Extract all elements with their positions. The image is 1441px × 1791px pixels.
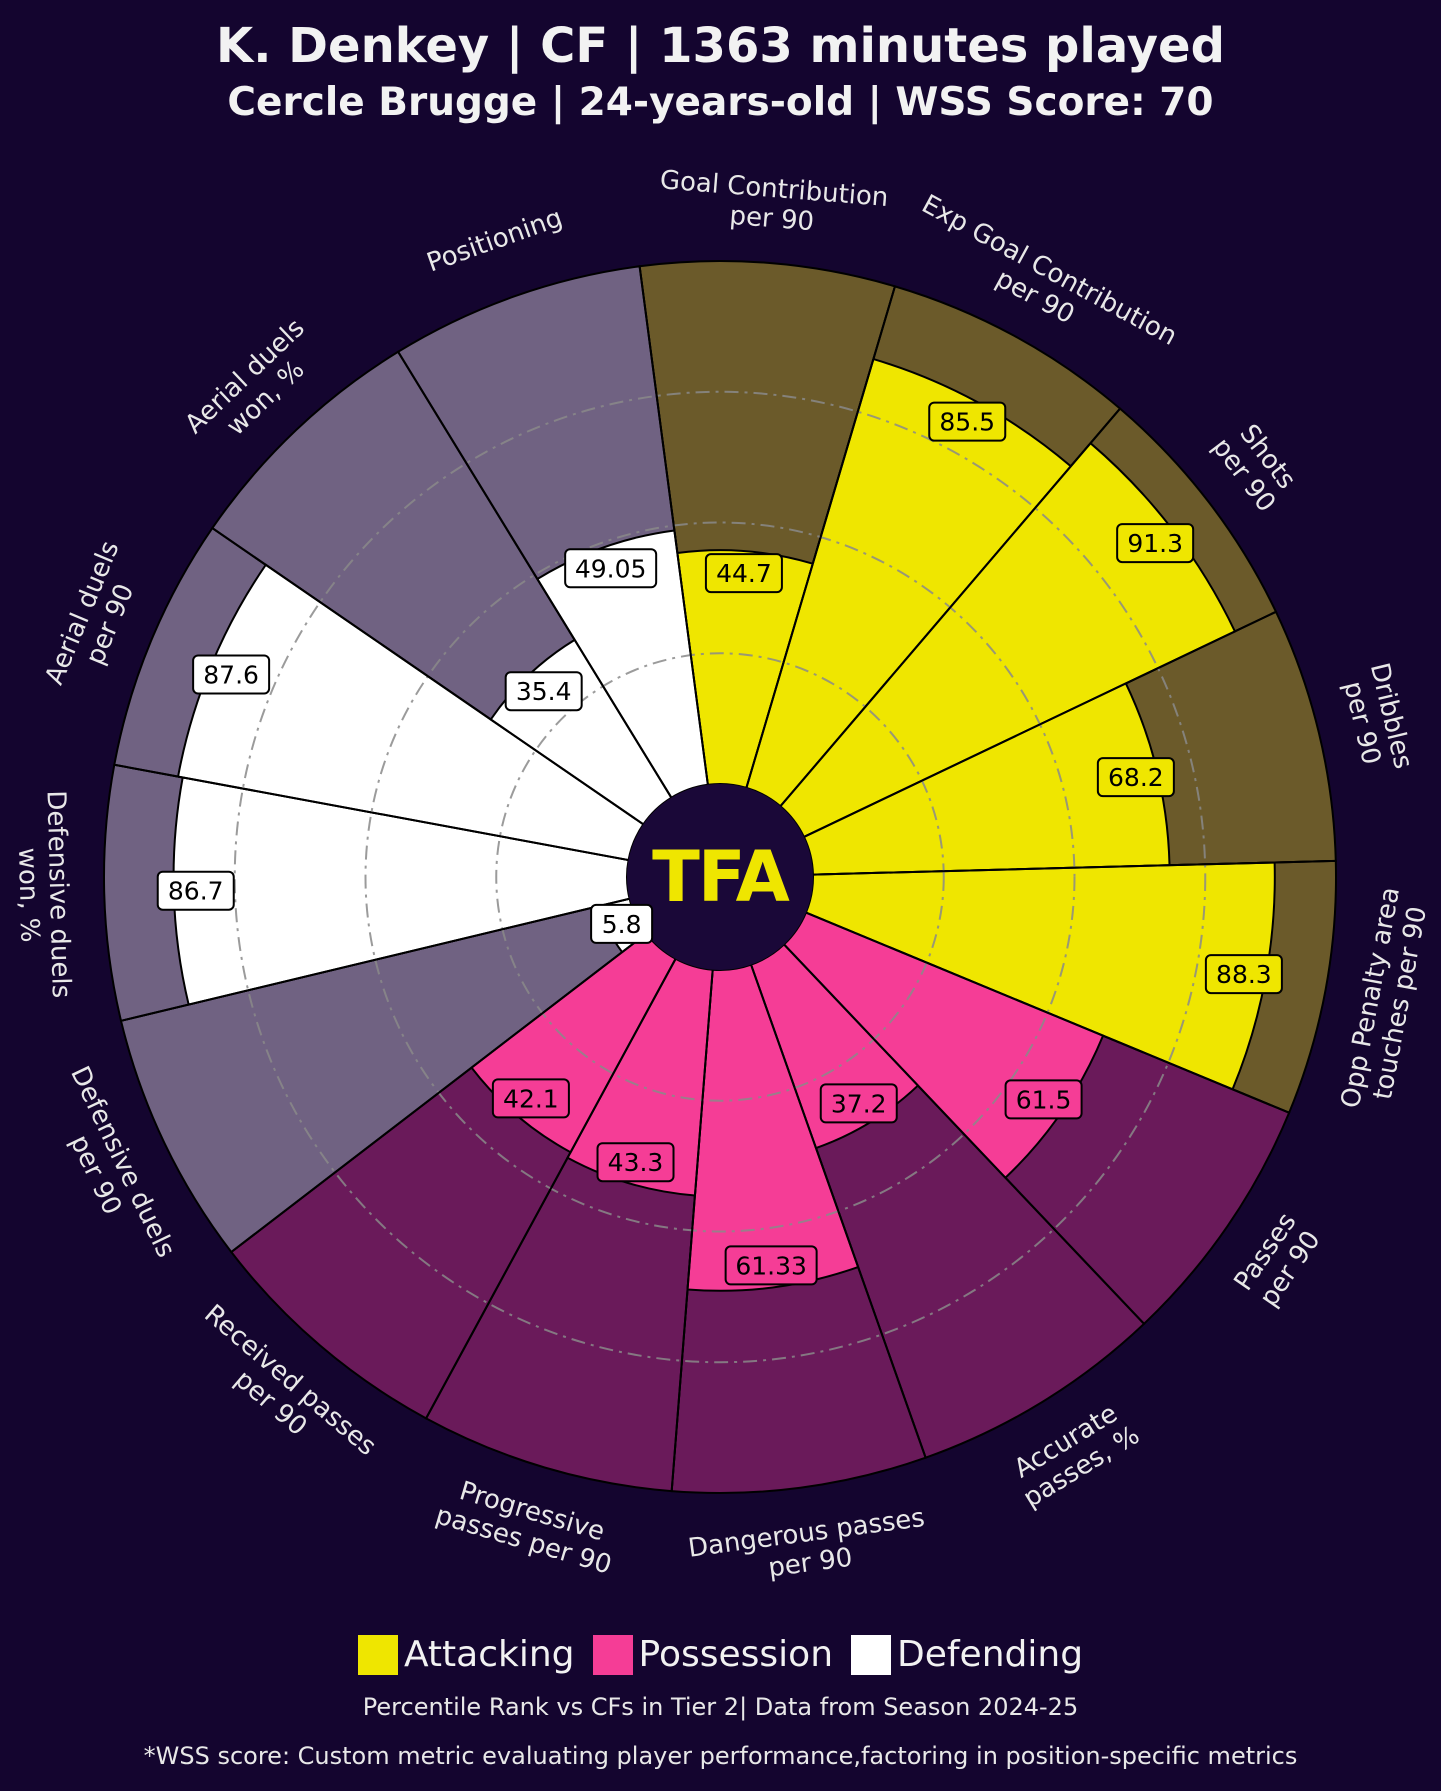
wss-disclaimer: *WSS score: Custom metric evaluating pla… — [143, 1742, 1298, 1770]
wedge-separator-10 — [230, 932, 647, 1253]
gridline-0 — [495, 652, 945, 1102]
value-label-box-4 — [1204, 954, 1283, 995]
wedge-separator-9 — [425, 958, 677, 1419]
metric-label-line-11-0: Defensive duels — [41, 790, 76, 999]
wedge-separator-6 — [783, 943, 1145, 1325]
legend-item-attacking: Attacking — [357, 1634, 575, 1675]
value-label-box-12 — [192, 654, 271, 695]
wedge-separator-12 — [114, 763, 629, 862]
value-label-12: 87.6 — [203, 661, 259, 690]
value-label-11: 86.7 — [168, 877, 224, 906]
wedge-separator-2 — [779, 407, 1121, 807]
legend-swatch-attacking — [357, 1634, 398, 1675]
wedge-separator-0 — [638, 266, 709, 785]
value-label-3: 68.2 — [1108, 763, 1164, 792]
wedge-separator-8 — [670, 969, 714, 1492]
value-label-13: 35.4 — [516, 677, 572, 706]
wedge-separator-11 — [120, 897, 630, 1022]
value-label-1: 85.5 — [939, 408, 995, 437]
wedge-separator-13 — [211, 527, 644, 826]
metric-label-14: Positioning — [423, 203, 566, 278]
wedge-separator-5 — [805, 911, 1290, 1114]
wedge-separator-4 — [812, 859, 1336, 876]
metric-label-line-11-1: won, % — [12, 847, 44, 943]
value-label-box-6 — [819, 1083, 898, 1124]
wedge-separator-7 — [750, 964, 927, 1459]
value-label-box-13 — [504, 671, 583, 712]
legend-swatch-possession — [592, 1634, 633, 1675]
legend-item-defending: Defending — [851, 1634, 1083, 1675]
legend-label-possession: Possession — [638, 1634, 834, 1675]
value-label-box-0 — [704, 553, 783, 594]
value-label-box-7 — [724, 1245, 818, 1286]
legend-item-possession: Possession — [592, 1634, 834, 1675]
metric-label-line-14-0: Positioning — [423, 203, 566, 278]
value-label-9: 42.1 — [503, 1084, 559, 1113]
value-label-14: 49.05 — [575, 554, 647, 583]
value-label-box-11 — [156, 870, 235, 911]
value-label-2: 91.3 — [1127, 529, 1183, 558]
value-label-10: 5.8 — [602, 910, 642, 939]
center-logo-circle — [627, 784, 813, 970]
value-label-box-10 — [590, 903, 654, 944]
value-label-8: 43.3 — [608, 1148, 664, 1177]
gridline-1 — [364, 521, 1076, 1233]
pizza-chart: TFA 44.7 85.5 91.3 68.2 88.3 61.5 37.2 61.33 43.3… — [12, 165, 1433, 1584]
gridline-2 — [233, 390, 1207, 1364]
wedge-separator-3 — [803, 610, 1277, 838]
wedge-separator-1 — [745, 286, 896, 789]
value-label-box-9 — [491, 1078, 570, 1119]
wedge-separator-14 — [397, 351, 673, 799]
value-label-box-2 — [1116, 523, 1195, 564]
value-label-4: 88.3 — [1216, 960, 1272, 989]
data-source-note: Percentile Rank vs CFs in Tier 2| Data f… — [362, 1693, 1079, 1721]
value-label-7: 61.33 — [735, 1251, 807, 1280]
value-label-box-5 — [1004, 1079, 1083, 1120]
legend-label-attacking: Attacking — [403, 1634, 575, 1675]
legend: Attacking Possession Defending — [0, 1634, 1441, 1675]
chart-title: K. Denkey | CF | 1363 minutes played — [216, 18, 1225, 74]
legend-label-defending: Defending — [897, 1634, 1084, 1675]
value-label-0: 44.7 — [716, 559, 772, 588]
tfa-logo: TFA — [652, 836, 790, 918]
value-label-box-8 — [596, 1142, 675, 1183]
value-label-6: 37.2 — [831, 1089, 887, 1118]
legend-swatch-defending — [851, 1634, 892, 1675]
metric-label-line-0-1: per 90 — [728, 201, 815, 238]
value-label-5: 61.5 — [1016, 1085, 1072, 1114]
value-label-box-1 — [928, 401, 1007, 442]
value-label-box-14 — [564, 548, 658, 589]
value-label-box-3 — [1096, 757, 1175, 798]
chart-subtitle: Cercle Brugge | 24-years-old | WSS Score… — [227, 80, 1214, 125]
